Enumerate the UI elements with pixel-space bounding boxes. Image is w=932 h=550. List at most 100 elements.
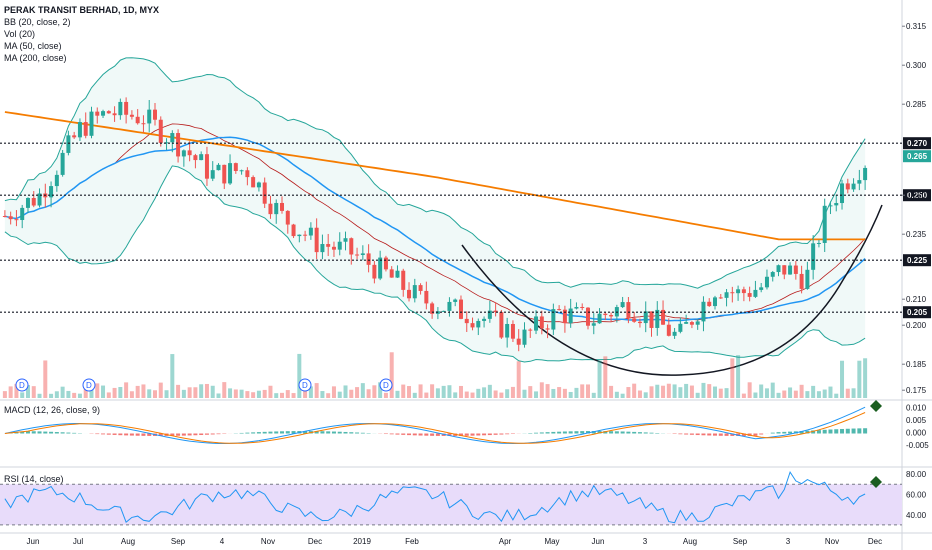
volume-bar (106, 392, 111, 398)
bollinger-fill (4, 57, 866, 363)
ma50-line (4, 136, 866, 322)
volume-bar (239, 389, 244, 398)
candle-body (129, 114, 134, 117)
macd-histogram-bar (476, 433, 481, 436)
level-label: 0.205 (907, 308, 928, 317)
candle (655, 301, 660, 336)
x-axis-label: Jun (27, 537, 40, 546)
macd-histogram-bar (724, 433, 729, 436)
candle (239, 169, 244, 175)
candle (458, 295, 463, 320)
candle-body (753, 289, 758, 297)
candle-body (89, 111, 94, 136)
candle (522, 322, 527, 348)
legend-title: PERAK TRANSIT BERHAD, 1D, MYX (4, 5, 160, 15)
volume-bar (407, 386, 412, 398)
candle (574, 302, 579, 310)
macd-histogram-bar (863, 428, 868, 434)
candle (707, 298, 712, 307)
candle-body (337, 241, 342, 250)
candle (245, 167, 250, 186)
legend-ma50: MA (50, close) (4, 41, 62, 51)
candle (718, 293, 723, 299)
candle-body (695, 321, 700, 325)
volume-bar (199, 384, 204, 398)
volume-bar (187, 387, 192, 398)
candle (343, 231, 348, 251)
candle-body (285, 210, 290, 225)
candle-body (135, 116, 140, 124)
macd-histogram-bar (204, 433, 209, 435)
volume-bar (95, 383, 100, 398)
bollinger-upper (4, 57, 866, 289)
candle (470, 317, 475, 331)
volume-bar (539, 382, 544, 398)
x-axis-label: Feb (405, 537, 419, 546)
macd-line (4, 406, 866, 445)
candle-body (453, 299, 458, 302)
volume-bar (482, 387, 487, 398)
candle (441, 310, 446, 312)
candle-body (620, 302, 625, 308)
candle (158, 116, 163, 147)
volume-bar (776, 392, 781, 398)
candle (863, 165, 868, 190)
candle-body (684, 322, 689, 324)
candle-body (101, 111, 106, 116)
candle-body (476, 320, 481, 328)
price-tick-label: 0.210 (906, 295, 927, 304)
candle-body (534, 316, 539, 331)
x-axis-label: Sep (733, 537, 748, 546)
candle-body (528, 329, 533, 331)
volume-bar (863, 358, 868, 398)
volume-bar (331, 386, 336, 398)
volume-bar (204, 383, 209, 398)
level-label: 0.270 (907, 139, 928, 148)
candle (753, 280, 758, 298)
volume-bar (689, 385, 694, 398)
candle (499, 309, 504, 339)
volume-bar (562, 388, 567, 398)
candle (840, 179, 845, 210)
macd-histogram-bar (580, 431, 585, 434)
price-tick-label: 0.175 (906, 386, 927, 395)
candle (101, 109, 106, 119)
candle (187, 141, 192, 162)
macd-histogram-bar (383, 433, 388, 435)
macd-histogram-bar (707, 433, 712, 436)
macd-histogram-bar (193, 433, 198, 436)
candle (314, 218, 319, 260)
volume-bar (372, 385, 377, 398)
candle (562, 305, 567, 333)
candle-body (522, 329, 527, 345)
macd-histogram-bar (545, 432, 550, 434)
candle (72, 131, 77, 139)
level-label: 0.225 (907, 256, 928, 265)
price-tick-label: 0.315 (906, 22, 927, 31)
candle-body (372, 264, 377, 279)
candle-body (360, 253, 365, 256)
macd-histogram-bar (210, 433, 215, 435)
volume-bar (360, 383, 365, 398)
x-axis-label: Sep (171, 537, 186, 546)
candle (118, 98, 123, 120)
volume-bar (493, 390, 498, 398)
macd-histogram-bar (256, 432, 261, 434)
candle (285, 210, 290, 234)
volume-bar (37, 393, 42, 398)
macd-histogram-bar (262, 431, 267, 434)
volume-bar (770, 382, 775, 398)
candle (383, 255, 388, 272)
candle (764, 269, 769, 290)
candle-body (805, 269, 810, 289)
candle (770, 270, 775, 282)
x-axis-label: May (544, 537, 559, 546)
candle (637, 318, 642, 328)
volume-bar (285, 390, 290, 398)
volume-bar (233, 389, 238, 398)
macd-histogram-bar (458, 433, 463, 436)
candle (395, 265, 400, 278)
volume-bar (147, 389, 152, 398)
candle-body (72, 135, 77, 138)
